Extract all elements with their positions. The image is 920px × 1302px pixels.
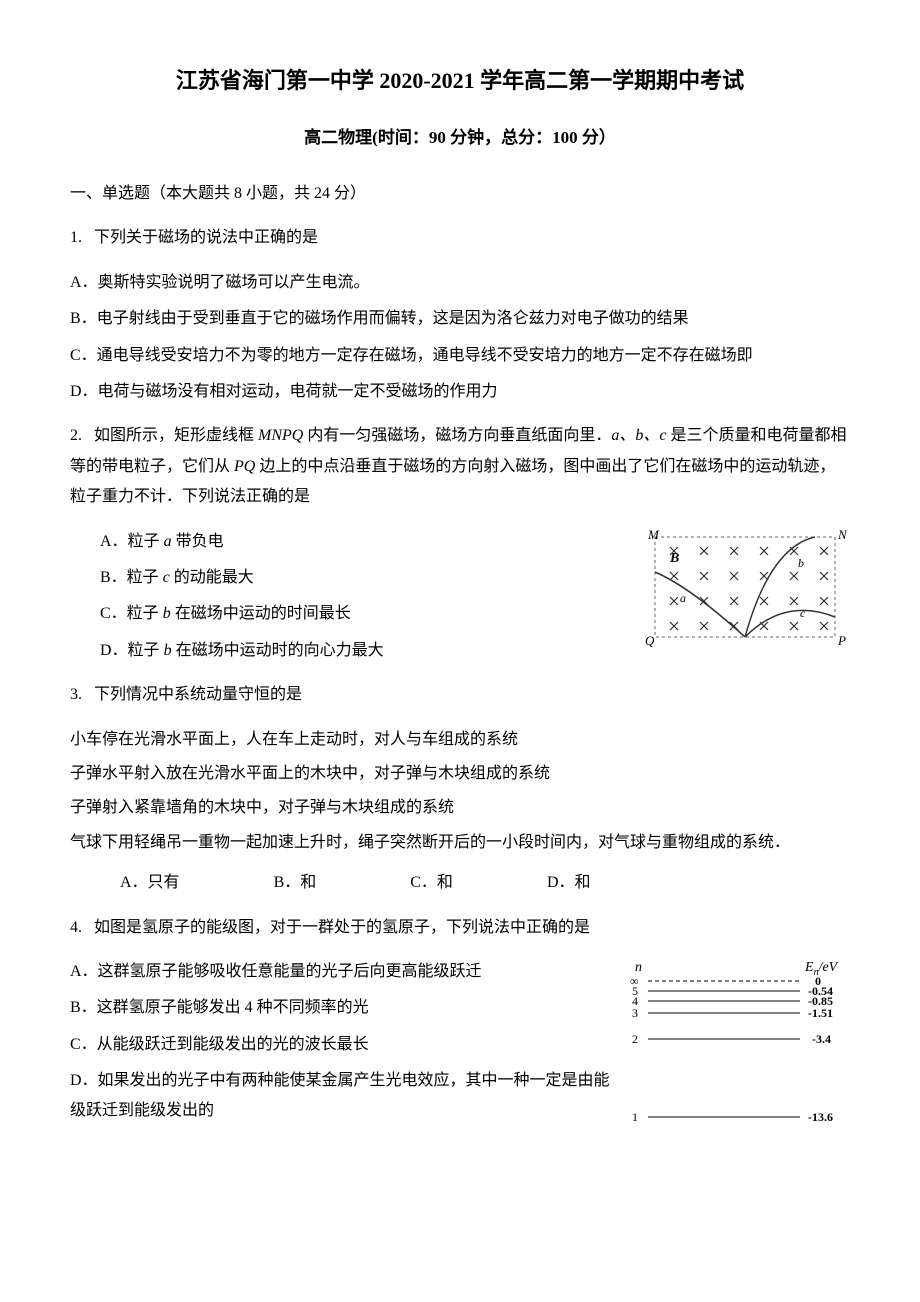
q1-text: 下列关于磁场的说法中正确的是 [94, 229, 318, 246]
level-2-e: -3.4 [812, 1032, 831, 1046]
level-1-n: 1 [632, 1110, 638, 1124]
question-1: 1. 下列关于磁场的说法中正确的是 [70, 223, 850, 253]
q4-choice-b: B．这群氢原子能够发出 4 种不同频率的光 [70, 993, 610, 1023]
q3-number: 3. [70, 686, 82, 703]
q2-b-i: c [163, 569, 170, 586]
q1-number: 1. [70, 229, 82, 246]
q2-a-pre: A．粒子 [100, 533, 164, 550]
page-subtitle: 高二物理(时间：90 分钟，总分：100 分） [70, 122, 850, 154]
level-2-n: 2 [632, 1032, 638, 1046]
q4-number: 4. [70, 919, 82, 936]
level-4: 4 -0.85 [632, 994, 833, 1008]
q2-d-post: 在磁场中运动时的向心力最大 [172, 642, 384, 659]
level-3-n: 3 [632, 1006, 638, 1020]
section-header: 一、单选题（本大题共 8 小题，共 24 分） [70, 179, 850, 209]
q2-figure: M N Q P B [640, 527, 850, 647]
q2-d-i: b [164, 642, 172, 659]
q3-line-3: 子弹射入紧靠墙角的木块中，对子弹与木块组成的系统 [70, 793, 850, 823]
fig-label-p: P [837, 633, 846, 647]
fig-label-b-field: B [669, 551, 679, 566]
fig-e-label: En/eV [804, 960, 839, 978]
fig-label-m: M [647, 527, 660, 542]
fig-label-b: b [798, 556, 804, 570]
level-3-e: -1.51 [808, 1006, 833, 1020]
q3-choices: A．只有 B．和 C．和 D．和 [120, 868, 850, 898]
energy-level-diagram-icon: n En/eV ∞ 0 5 -0.54 4 -0.85 3 -1.51 [620, 957, 850, 1137]
level-1: 1 -13.6 [632, 1110, 833, 1124]
q1-choice-b: B．电子射线由于受到垂直于它的磁场作用而偏转，这是因为洛仑兹力对电子做功的结果 [70, 304, 850, 334]
fig-label-a: a [680, 591, 686, 605]
q2-pq: PQ [234, 458, 255, 475]
q2-text-1: 如图所示，矩形虚线框 [94, 427, 258, 444]
q2-b-pre: B．粒子 [100, 569, 163, 586]
fig-n-label: n [635, 960, 642, 975]
q2-choices-block: M N Q P B [70, 527, 850, 667]
level-inf: ∞ 0 [630, 974, 821, 988]
fig-label-q: Q [645, 633, 655, 647]
question-2: 2. 如图所示，矩形虚线框 MNPQ 内有一匀强磁场，磁场方向垂直纸面向里．a、… [70, 421, 850, 512]
question-3: 3. 下列情况中系统动量守恒的是 [70, 680, 850, 710]
magnetic-field-diagram-icon: M N Q P B [640, 527, 850, 647]
q3-line-1: 小车停在光滑水平面上，人在车上走动时，对人与车组成的系统 [70, 725, 850, 755]
q2-c-post: 在磁场中运动的时间最长 [171, 605, 351, 622]
q2-number: 2. [70, 427, 82, 444]
q4-choice-a: A．这群氢原子能够吸收任意能量的光子后向更高能级跃迁 [70, 957, 610, 987]
q4-choices-block: n En/eV ∞ 0 5 -0.54 4 -0.85 3 -1.51 [70, 957, 850, 1127]
trajectory-b-icon [745, 537, 815, 637]
q4-text: 如图是氢原子的能级图，对于一群处于的氢原子，下列说法中正确的是 [94, 919, 590, 936]
q1-choice-a: A．奥斯特实验说明了磁场可以产生电流。 [70, 268, 850, 298]
q2-a-i: a [164, 533, 172, 550]
level-1-e: -13.6 [808, 1110, 833, 1124]
q3-choice-b: B．和 [274, 868, 317, 898]
question-4: 4. 如图是氢原子的能级图，对于一群处于的氢原子，下列说法中正确的是 [70, 913, 850, 943]
q2-c-pre: C．粒子 [100, 605, 163, 622]
q3-text: 下列情况中系统动量守恒的是 [94, 686, 302, 703]
q3-choice-a: A．只有 [120, 868, 180, 898]
q3-choice-c: C．和 [410, 868, 453, 898]
q2-d-pre: D．粒子 [100, 642, 164, 659]
fig-label-n: N [837, 527, 848, 542]
level-5: 5 -0.54 [632, 984, 833, 998]
q4-figure: n En/eV ∞ 0 5 -0.54 4 -0.85 3 -1.51 [620, 957, 850, 1137]
q2-b-post: 的动能最大 [170, 569, 254, 586]
q2-c-i: b [163, 605, 171, 622]
q1-choice-d: D．电荷与磁场没有相对运动，电荷就一定不受磁场的作用力 [70, 377, 850, 407]
level-2: 2 -3.4 [632, 1032, 831, 1046]
q2-mnpq: MNPQ [258, 427, 303, 444]
q2-text-2: 内有一匀强磁场，磁场方向垂直纸面向里． [303, 427, 611, 444]
level-3: 3 -1.51 [632, 1006, 833, 1020]
q1-choice-c: C．通电导线受安培力不为零的地方一定存在磁场，通电导线不受安培力的地方一定不存在… [70, 341, 850, 371]
page-title: 江苏省海门第一中学 2020-2021 学年高二第一学期期中考试 [70, 60, 850, 102]
q3-choice-d: D．和 [547, 868, 591, 898]
q4-choice-d: D．如果发出的光子中有两种能使某金属产生光电效应，其中一种一定是由能级跃迁到能级… [70, 1066, 610, 1127]
fig-label-c: c [800, 606, 806, 620]
q3-line-4: 气球下用轻绳吊一重物一起加速上升时，绳子突然断开后的一小段时间内，对气球与重物组… [70, 828, 850, 858]
q2-abc: a、b、c [611, 427, 666, 444]
q4-choice-c: C．从能级跃迁到能级发出的光的波长最长 [70, 1030, 610, 1060]
q2-a-post: 带负电 [172, 533, 224, 550]
q3-line-2: 子弹水平射入放在光滑水平面上的木块中，对子弹与木块组成的系统 [70, 759, 850, 789]
